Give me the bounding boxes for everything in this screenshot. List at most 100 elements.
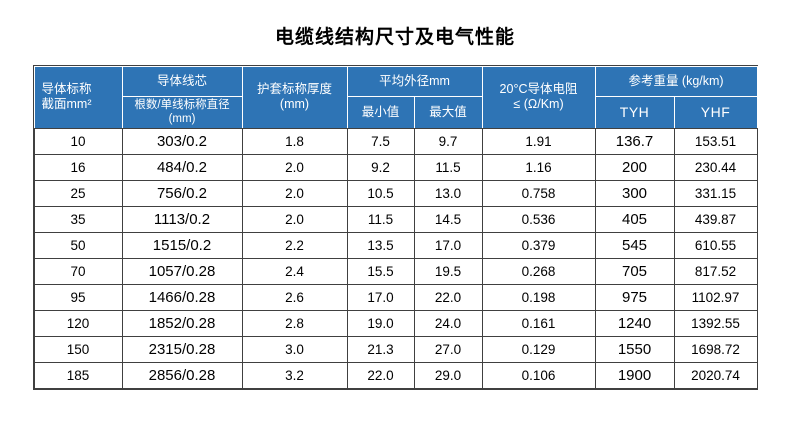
spec-table-wrap: 导体标称 截面mm² 导体线芯 护套标称厚度 (mm) 平均外径mm 20°C导…: [32, 65, 758, 390]
table-row: 25 756/0.2 2.0 10.5 13.0 0.758 300 331.15: [33, 179, 758, 207]
table-cell: 1392.55: [673, 309, 758, 337]
table-cell: 17.0: [346, 283, 415, 311]
table-cell: 153.51: [673, 127, 758, 155]
table-cell: 3.0: [241, 335, 348, 363]
table-cell: 1.91: [481, 127, 596, 155]
table-cell: 0.129: [481, 335, 596, 363]
table-cell: 14.5: [413, 205, 483, 233]
page-title: 电缆线结构尺寸及电气性能: [274, 27, 515, 48]
table-body: 10 303/0.2 1.8 7.5 9.7 1.91 136.7 153.51 16 484/0…: [33, 127, 758, 389]
table-cell: 0.198: [481, 283, 596, 311]
header-min-value: 最小值: [346, 96, 415, 129]
table-cell: 817.52: [673, 257, 758, 285]
table-cell: 29.0: [413, 361, 483, 389]
table-cell: 705: [594, 257, 675, 285]
table-cell: 2.4: [241, 257, 348, 285]
table-row: 70 1057/0.28 2.4 15.5 19.5 0.268 705 817.52: [33, 257, 758, 285]
table-cell: 1.8: [241, 127, 348, 155]
table-cell: 1852/0.28: [121, 309, 243, 337]
table-cell: 2.0: [241, 153, 348, 181]
table-cell: 70: [33, 257, 123, 285]
table-cell: 0.536: [481, 205, 596, 233]
table-cell: 610.55: [673, 231, 758, 259]
table-cell: 545: [594, 231, 675, 259]
table-cell: 185: [33, 361, 123, 389]
table-cell: 1113/0.2: [121, 205, 243, 233]
table-cell: 1515/0.2: [121, 231, 243, 259]
table-cell: 3.2: [241, 361, 348, 389]
table-cell: 1240: [594, 309, 675, 337]
table-cell: 19.0: [346, 309, 415, 337]
table-cell: 50: [33, 231, 123, 259]
table-cell: 1900: [594, 361, 675, 389]
header-max-value: 最大值: [413, 96, 483, 129]
table-cell: 484/0.2: [121, 153, 243, 181]
header-tyh: TYH: [594, 96, 675, 129]
spec-table: 导体标称 截面mm² 导体线芯 护套标称厚度 (mm) 平均外径mm 20°C导…: [33, 66, 758, 389]
table-cell: 300: [594, 179, 675, 207]
table-cell: 13.0: [413, 179, 483, 207]
header-avg-outer-diameter: 平均外径mm: [346, 66, 483, 97]
table-cell: 1102.97: [673, 283, 758, 311]
header-sheath-thickness: 护套标称厚度 (mm): [241, 66, 348, 129]
table-cell: 0.758: [481, 179, 596, 207]
table-cell: 0.268: [481, 257, 596, 285]
table-cell: 35: [33, 205, 123, 233]
table-row: 35 1113/0.2 2.0 11.5 14.5 0.536 405 439.87: [33, 205, 758, 233]
header-conductor-core: 导体线芯: [121, 66, 243, 97]
table-cell: 2.0: [241, 179, 348, 207]
header-row-1: 导体标称 截面mm² 导体线芯 护套标称厚度 (mm) 平均外径mm 20°C导…: [33, 66, 758, 129]
table-cell: 15.5: [346, 257, 415, 285]
table-cell: 2.2: [241, 231, 348, 259]
table-cell: 136.7: [594, 127, 675, 155]
table-cell: 10: [33, 127, 123, 155]
table-row: 95 1466/0.28 2.6 17.0 22.0 0.198 975 1102.97: [33, 283, 758, 311]
table-row: 16 484/0.2 2.0 9.2 11.5 1.16 200 230.44: [33, 153, 758, 181]
table-cell: 756/0.2: [121, 179, 243, 207]
table-cell: 1698.72: [673, 335, 758, 363]
table-cell: 2.6: [241, 283, 348, 311]
table-cell: 19.5: [413, 257, 483, 285]
table-cell: 120: [33, 309, 123, 337]
header-conductor-section: 导体标称 截面mm²: [33, 66, 123, 129]
table-cell: 24.0: [413, 309, 483, 337]
table-cell: 0.106: [481, 361, 596, 389]
table-cell: 27.0: [413, 335, 483, 363]
table-cell: 405: [594, 205, 675, 233]
header-ref-weight: 参考重量 (kg/km): [594, 66, 758, 97]
table-cell: 21.3: [346, 335, 415, 363]
header-resistance: 20°C导体电阻 ≤ (Ω/Km): [481, 66, 596, 129]
table-cell: 13.5: [346, 231, 415, 259]
table-cell: 331.15: [673, 179, 758, 207]
table-cell: 303/0.2: [121, 127, 243, 155]
header-strands-diameter: 根数/单线标称直径 (mm): [121, 96, 243, 129]
header-yhf: YHF: [673, 96, 758, 129]
table-cell: 11.5: [413, 153, 483, 181]
header-row-2: 根数/单线标称直径 (mm) 最小值 最大值 TYH YHF: [34, 96, 758, 129]
table-cell: 150: [33, 335, 123, 363]
table-cell: 200: [594, 153, 675, 181]
table-row: 150 2315/0.28 3.0 21.3 27.0 0.129 1550 1698.72: [33, 335, 758, 363]
table-cell: 0.161: [481, 309, 596, 337]
table-cell: 17.0: [413, 231, 483, 259]
table-cell: 16: [33, 153, 123, 181]
table-cell: 0.379: [481, 231, 596, 259]
table-cell: 9.7: [413, 127, 483, 155]
table-cell: 2856/0.28: [121, 361, 243, 389]
table-cell: 439.87: [673, 205, 758, 233]
table-cell: 9.2: [346, 153, 415, 181]
table-cell: 22.0: [346, 361, 415, 389]
table-cell: 2.8: [241, 309, 348, 337]
table-cell: 95: [33, 283, 123, 311]
table-row: 50 1515/0.2 2.2 13.5 17.0 0.379 545 610.55: [33, 231, 758, 259]
table-cell: 1.16: [481, 153, 596, 181]
table-row: 185 2856/0.28 3.2 22.0 29.0 0.106 1900 2020.74: [33, 361, 758, 389]
table-cell: 230.44: [673, 153, 758, 181]
table-cell: 22.0: [413, 283, 483, 311]
table-cell: 7.5: [346, 127, 415, 155]
table-cell: 25: [33, 179, 123, 207]
table-cell: 1550: [594, 335, 675, 363]
table-cell: 2020.74: [673, 361, 758, 389]
table-cell: 1057/0.28: [121, 257, 243, 285]
